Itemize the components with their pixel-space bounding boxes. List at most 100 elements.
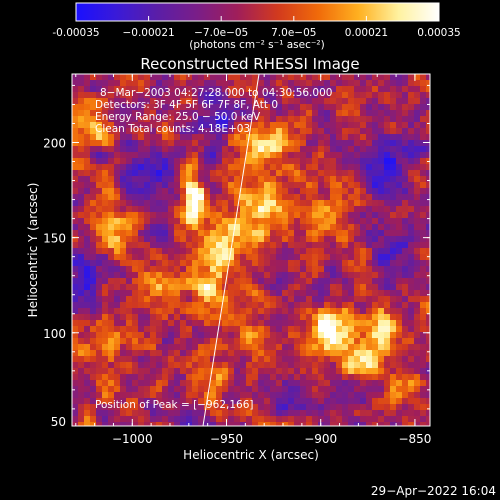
heatmap-cell <box>276 206 283 213</box>
heatmap-cell <box>264 236 271 243</box>
heatmap-cell <box>162 326 169 333</box>
heatmap-cell <box>348 104 355 111</box>
heatmap-cell <box>84 320 91 327</box>
heatmap-cell <box>312 326 319 333</box>
heatmap-cell <box>258 410 265 417</box>
heatmap-cell <box>138 218 145 225</box>
heatmap-cell <box>258 158 265 165</box>
heatmap-cell <box>120 374 127 381</box>
heatmap-cell <box>312 266 319 273</box>
heatmap-cell <box>114 92 121 99</box>
heatmap-cell <box>354 338 361 345</box>
heatmap-cell <box>204 80 211 87</box>
heatmap-cell <box>408 254 415 261</box>
heatmap-cell <box>414 218 421 225</box>
heatmap-cell <box>264 362 271 369</box>
heatmap-cell <box>258 212 265 219</box>
heatmap-cell <box>198 368 205 375</box>
heatmap-cell <box>174 158 181 165</box>
heatmap-cell <box>108 218 115 225</box>
heatmap-cell <box>360 254 367 261</box>
heatmap-cell <box>156 350 163 357</box>
heatmap-cell <box>312 230 319 237</box>
heatmap-cell <box>234 272 241 279</box>
heatmap-cell <box>174 164 181 171</box>
heatmap-cell <box>174 74 181 81</box>
heatmap-cell <box>276 194 283 201</box>
heatmap-cell <box>252 134 259 141</box>
heatmap-cell <box>276 404 283 411</box>
heatmap-cell <box>360 188 367 195</box>
heatmap-cell <box>96 284 103 291</box>
y-axis-label: Heliocentric Y (arcsec) <box>26 183 40 318</box>
heatmap-cell <box>120 80 127 87</box>
heatmap-cell <box>78 188 85 195</box>
heatmap-cell <box>78 242 85 249</box>
heatmap-cell <box>282 158 289 165</box>
heatmap-cell <box>150 290 157 297</box>
heatmap-cell <box>198 164 205 171</box>
heatmap-cell <box>300 158 307 165</box>
heatmap-cell <box>276 164 283 171</box>
heatmap-cell <box>390 134 397 141</box>
heatmap-cell <box>264 314 271 321</box>
heatmap-cell <box>396 158 403 165</box>
heatmap-cell <box>102 212 109 219</box>
heatmap-cell <box>240 392 247 399</box>
heatmap-cell <box>330 134 337 141</box>
heatmap-cell <box>396 290 403 297</box>
heatmap-cell <box>300 326 307 333</box>
heatmap-cell <box>300 362 307 369</box>
heatmap-cell <box>228 362 235 369</box>
heatmap-cell <box>234 386 241 393</box>
heatmap-cell <box>126 392 133 399</box>
heatmap-cell <box>390 362 397 369</box>
heatmap-cell <box>192 350 199 357</box>
heatmap-cell <box>342 146 349 153</box>
heatmap-cell <box>234 182 241 189</box>
heatmap-cell <box>264 338 271 345</box>
heatmap-cell <box>306 146 313 153</box>
heatmap-cell <box>336 284 343 291</box>
heatmap-cell <box>360 98 367 105</box>
heatmap-cell <box>342 128 349 135</box>
heatmap-cell <box>408 338 415 345</box>
heatmap-cell <box>264 278 271 285</box>
heatmap-cell <box>396 74 403 81</box>
heatmap-cell <box>390 158 397 165</box>
heatmap-cell <box>126 134 133 141</box>
heatmap-cell <box>126 182 133 189</box>
heatmap-cell <box>294 296 301 303</box>
heatmap-cell <box>402 230 409 237</box>
heatmap-cell <box>168 266 175 273</box>
heatmap-cell <box>318 368 325 375</box>
heatmap-cell <box>372 224 379 231</box>
heatmap-cell <box>168 338 175 345</box>
heatmap-cell <box>222 416 229 423</box>
heatmap-cell <box>354 104 361 111</box>
heatmap-cell <box>84 380 91 387</box>
heatmap-cell <box>156 302 163 309</box>
heatmap-cell <box>366 356 373 363</box>
heatmap-cell <box>180 284 187 291</box>
heatmap-cell <box>144 254 151 261</box>
heatmap-cell <box>330 164 337 171</box>
heatmap-cell <box>354 242 361 249</box>
heatmap-cell <box>144 206 151 213</box>
heatmap-cell <box>312 236 319 243</box>
heatmap-cell <box>120 182 127 189</box>
heatmap-cell <box>378 164 385 171</box>
heatmap-cell <box>240 422 247 426</box>
heatmap-cell <box>222 290 229 297</box>
heatmap-cell <box>330 80 337 87</box>
heatmap-cell <box>186 86 193 93</box>
heatmap-cell <box>402 122 409 129</box>
heatmap-cell <box>90 290 97 297</box>
heatmap-cell <box>282 236 289 243</box>
heatmap-cell <box>222 380 229 387</box>
heatmap-cell <box>414 266 421 273</box>
heatmap-cell <box>168 278 175 285</box>
heatmap-cell <box>336 374 343 381</box>
heatmap-cell <box>402 74 409 81</box>
heatmap-cell <box>312 350 319 357</box>
